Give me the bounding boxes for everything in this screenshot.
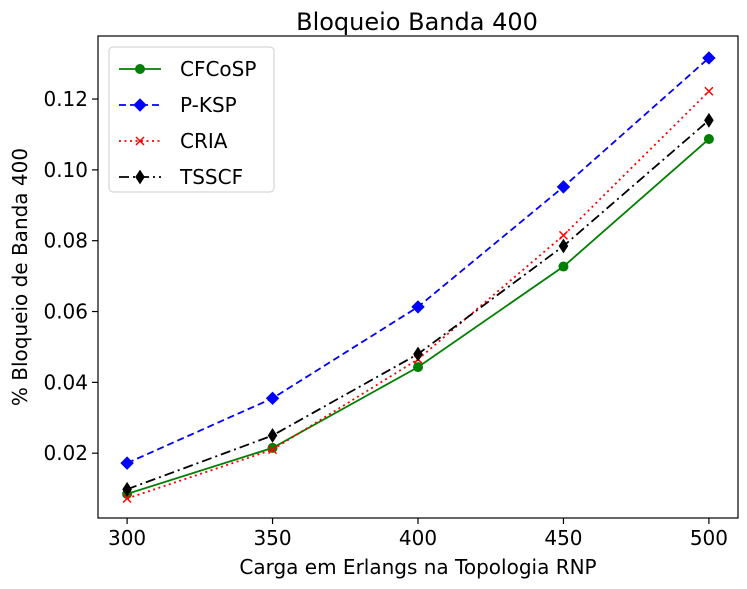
- y-tick-label: 0.08: [43, 229, 88, 253]
- x-tick-label: 450: [544, 526, 582, 550]
- legend-item-p-ksp: P-KSP: [119, 93, 237, 117]
- series-tsscf: [122, 112, 714, 497]
- data-point-cfcosp: [558, 261, 569, 272]
- data-point-p-ksp: [411, 300, 425, 314]
- legend-marker: [135, 169, 145, 185]
- data-point-cria: [558, 230, 568, 240]
- data-point-p-ksp: [556, 180, 571, 194]
- x-tick-label: 500: [690, 526, 728, 550]
- legend-item-cria: CRIA: [119, 129, 228, 153]
- chart-title: Bloqueio Banda 400: [296, 8, 538, 36]
- data-point-p-ksp: [265, 391, 280, 406]
- y-tick-label: 0.02: [43, 441, 88, 465]
- data-point-cfcosp: [267, 442, 278, 453]
- legend-label: CRIA: [180, 129, 228, 153]
- series-layer: [120, 51, 716, 504]
- data-point-cria: [122, 493, 132, 504]
- legend-marker: [135, 136, 145, 146]
- x-axis-label: Carga em Erlangs na Topologia RNP: [239, 555, 596, 579]
- x-tick-label: 350: [253, 526, 291, 550]
- legend-item-cfcosp: CFCoSP: [119, 57, 256, 81]
- data-point-tsscf: [267, 428, 278, 443]
- legend: CFCoSP P-KSP CRIA TSSCF: [108, 46, 275, 193]
- y-axis-label: % Bloqueio de Banda 400: [8, 148, 32, 406]
- x-axis: 300 350 400 450 500: [108, 518, 728, 550]
- legend-item-tsscf: TSSCF: [119, 165, 243, 189]
- data-point-cria: [704, 86, 714, 96]
- legend-box: [108, 46, 275, 193]
- legend-label: TSSCF: [179, 165, 243, 189]
- y-tick-label: 0.06: [43, 300, 88, 324]
- data-point-tsscf: [704, 112, 714, 128]
- data-point-cfcosp: [413, 362, 423, 373]
- y-tick-label: 0.04: [43, 370, 88, 394]
- y-axis: 0.02 0.04 0.06 0.08 0.10 0.12: [43, 87, 98, 465]
- plot-frame: [97, 35, 739, 519]
- x-tick-label: 300: [108, 526, 146, 550]
- legend-label: P-KSP: [180, 93, 237, 117]
- legend-marker: [135, 64, 145, 74]
- data-point-tsscf: [122, 481, 132, 497]
- series-p-ksp: [120, 51, 716, 470]
- data-point-cfcosp: [703, 134, 714, 145]
- data-point-tsscf: [558, 238, 569, 254]
- data-point-p-ksp: [702, 51, 716, 65]
- data-point-tsscf: [413, 346, 423, 362]
- y-tick-label: 0.12: [43, 87, 88, 111]
- legend-marker: [133, 98, 147, 112]
- y-tick-label: 0.10: [43, 158, 88, 182]
- legend-label: CFCoSP: [180, 57, 256, 81]
- data-point-p-ksp: [120, 456, 134, 470]
- x-tick-label: 400: [399, 526, 437, 550]
- data-point-cria: [268, 445, 278, 455]
